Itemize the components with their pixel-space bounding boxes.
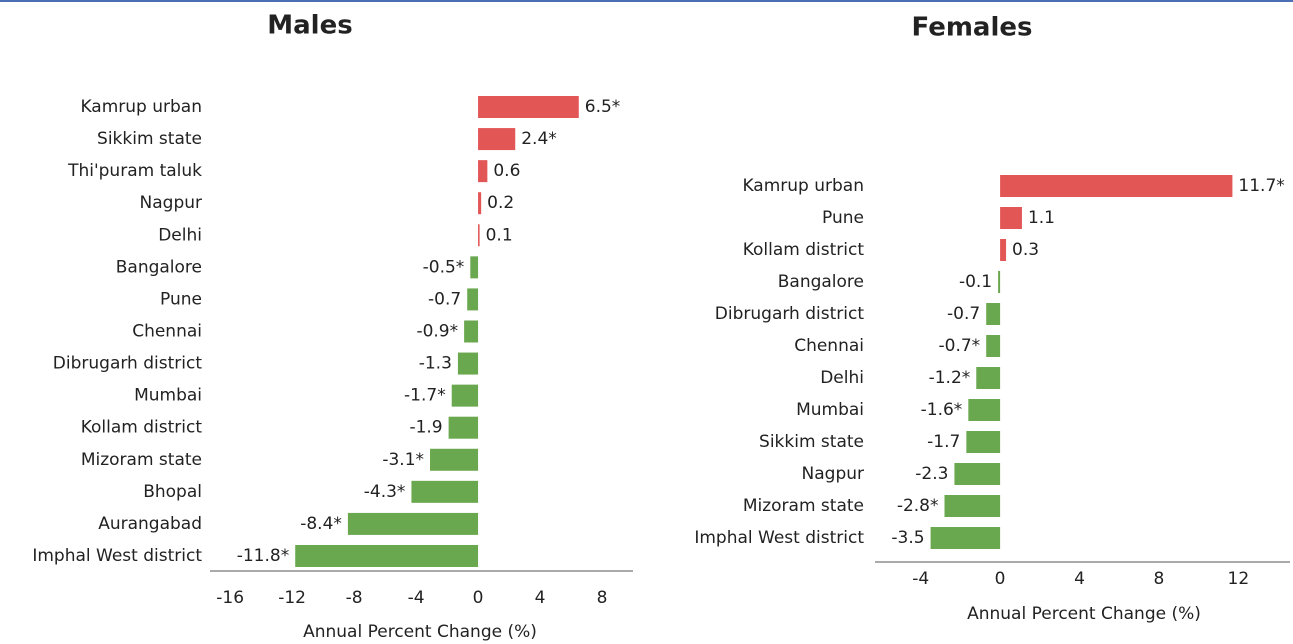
bar xyxy=(478,224,480,247)
category-label: Bhopal xyxy=(143,482,202,502)
x-tick-label: 4 xyxy=(1074,569,1085,589)
bar xyxy=(457,352,479,375)
category-label: Dibrugarh district xyxy=(715,304,865,324)
x-tick-label: 8 xyxy=(1154,569,1165,589)
bar xyxy=(968,399,1001,421)
category-label: Sikkim state xyxy=(97,129,202,149)
value-label: -2.3 xyxy=(915,464,948,484)
category-label: Nagpur xyxy=(140,193,202,213)
category-label: Chennai xyxy=(794,336,864,356)
value-label: 0.2 xyxy=(487,193,514,213)
bar xyxy=(478,128,516,151)
bar xyxy=(478,192,482,215)
category-label: Bangalore xyxy=(116,257,202,277)
category-label: Pune xyxy=(822,208,864,228)
value-label: -0.1 xyxy=(959,272,992,292)
value-label: 0.3 xyxy=(1012,240,1039,260)
x-tick-label: -12 xyxy=(278,588,306,608)
value-label: -3.5 xyxy=(891,528,924,548)
bar xyxy=(986,303,1001,325)
bar xyxy=(1000,207,1022,229)
bar xyxy=(430,448,479,471)
value-label: -1.9 xyxy=(409,418,442,438)
category-label: Delhi xyxy=(158,225,202,245)
value-label: 0.1 xyxy=(486,225,513,245)
bar xyxy=(470,256,479,279)
category-label: Thi'puram taluk xyxy=(67,161,202,181)
value-label: -1.2* xyxy=(929,368,971,388)
x-tick-label: 12 xyxy=(1228,569,1250,589)
x-tick-label: 0 xyxy=(995,569,1006,589)
value-label: 1.1 xyxy=(1028,208,1055,228)
bar xyxy=(478,96,579,118)
category-label: Kamrup urban xyxy=(742,176,864,196)
category-label: Kollam district xyxy=(743,240,865,260)
x-tick-label: -8 xyxy=(346,588,363,608)
value-label: 0.6 xyxy=(493,161,520,181)
category-label: Aurangabad xyxy=(98,514,202,534)
bar xyxy=(448,416,479,439)
value-label: -0.7 xyxy=(428,289,461,309)
category-label: Pune xyxy=(160,289,202,309)
value-label: -1.6* xyxy=(921,400,963,420)
value-label: 6.5* xyxy=(585,97,621,117)
value-label: -0.7 xyxy=(947,304,980,324)
category-label: Mizoram state xyxy=(743,496,864,516)
x-axis-label: Annual Percent Change (%) xyxy=(967,604,1201,624)
bar xyxy=(966,431,1001,453)
chart-title: Males xyxy=(267,11,352,41)
bar xyxy=(998,271,1001,293)
bar xyxy=(954,463,1001,485)
value-label: -0.5* xyxy=(423,257,465,277)
x-tick-label: -4 xyxy=(912,569,929,589)
bar xyxy=(451,384,479,407)
category-label: Sikkim state xyxy=(759,432,864,452)
value-label: 11.7* xyxy=(1238,176,1284,196)
category-label: Imphal West district xyxy=(32,546,202,566)
bar xyxy=(1000,175,1233,197)
bar xyxy=(464,320,479,343)
category-label: Kamrup urban xyxy=(80,97,202,117)
value-label: -0.9* xyxy=(416,321,458,341)
category-label: Mumbai xyxy=(134,386,202,406)
category-label: Kollam district xyxy=(81,418,203,438)
category-label: Mumbai xyxy=(796,400,864,420)
x-tick-label: -4 xyxy=(408,588,425,608)
value-label: -0.7* xyxy=(939,336,981,356)
value-label: -1.3 xyxy=(419,354,452,374)
category-label: Mizoram state xyxy=(81,450,202,470)
category-label: Delhi xyxy=(820,368,864,388)
value-label: 2.4* xyxy=(521,129,557,149)
bar xyxy=(295,544,479,567)
value-label: -1.7 xyxy=(927,432,960,452)
category-label: Nagpur xyxy=(802,464,864,484)
x-tick-label: 8 xyxy=(597,588,608,608)
bar xyxy=(1000,239,1007,261)
bar xyxy=(347,512,479,535)
bar xyxy=(986,335,1001,357)
bar xyxy=(467,288,479,311)
x-tick-label: -16 xyxy=(216,588,244,608)
value-label: -4.3* xyxy=(364,482,406,502)
category-label: Bangalore xyxy=(778,272,864,292)
category-label: Chennai xyxy=(132,321,202,341)
x-axis-label: Annual Percent Change (%) xyxy=(303,622,537,642)
x-tick-label: 0 xyxy=(473,588,484,608)
x-tick-label: 4 xyxy=(535,588,546,608)
value-label: -11.8* xyxy=(237,546,290,566)
value-label: -1.7* xyxy=(404,386,446,406)
bar xyxy=(930,527,1001,549)
bar xyxy=(944,495,1001,517)
value-label: -3.1* xyxy=(382,450,424,470)
value-label: -2.8* xyxy=(897,496,939,516)
value-label: -8.4* xyxy=(300,514,342,534)
category-label: Imphal West district xyxy=(694,528,864,548)
bar xyxy=(976,367,1001,389)
category-label: Dibrugarh district xyxy=(53,354,203,374)
bar xyxy=(411,480,479,503)
chart-title: Females xyxy=(912,13,1033,43)
bar xyxy=(478,160,488,183)
